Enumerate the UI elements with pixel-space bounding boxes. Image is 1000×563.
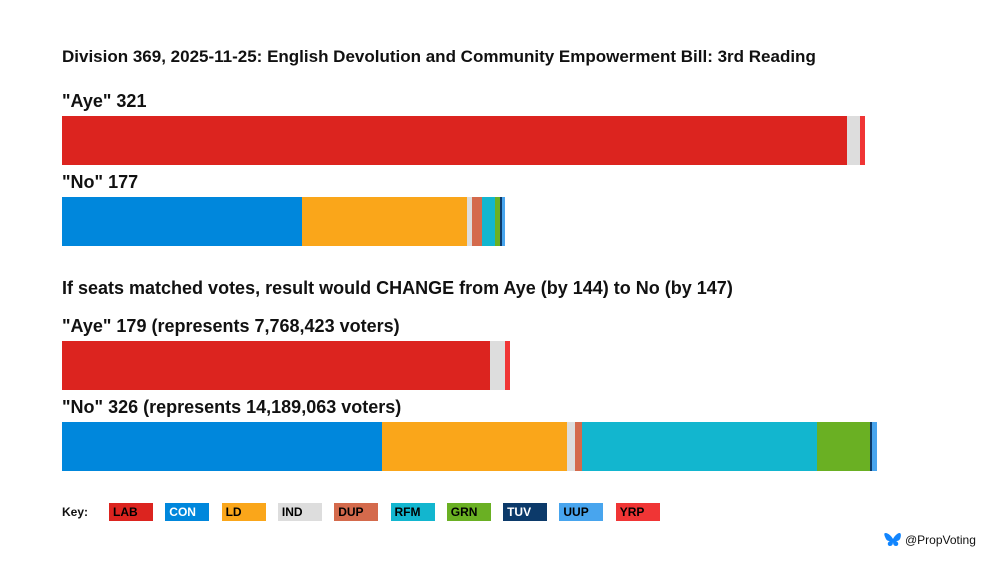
bar-label-no-proportional: "No" 326 (represents 14,189,063 voters)	[62, 397, 402, 417]
legend-item-con: CON	[165, 503, 210, 521]
key-label: Key:	[62, 505, 89, 519]
bar-segment-uup	[502, 197, 505, 246]
bar-segment-con	[62, 422, 382, 471]
legend-item-dup: DUP	[334, 503, 379, 521]
bar-segment-rfm	[482, 197, 495, 246]
legend-item-ld: LD	[221, 503, 266, 521]
credit-handle: @PropVoting	[905, 533, 976, 547]
bar-segment-ld	[382, 422, 567, 471]
bar-segment-tuv	[499, 197, 502, 246]
legend-item-grn: GRN	[446, 503, 491, 521]
bar-segment-lab	[62, 341, 490, 390]
bar-label-no-actual: "No" 177	[62, 172, 139, 192]
butterfly-icon	[884, 533, 901, 546]
bar-segment-ld	[302, 197, 467, 246]
bar-segment-ind	[567, 422, 575, 471]
legend-item-tuv: TUV	[503, 503, 548, 521]
legend-item-ind: IND	[277, 503, 322, 521]
bar-segment-con	[62, 197, 302, 246]
legend-item-uup: UUP	[559, 503, 604, 521]
legend-item-rfm: RFM	[390, 503, 435, 521]
bar-segment-tuv	[869, 422, 872, 471]
bar-segment-grn	[494, 197, 500, 246]
bar-label-aye-actual: "Aye" 321	[62, 91, 147, 111]
bar-segment-dup	[472, 197, 482, 246]
bar-segment-ind	[467, 197, 472, 246]
bar-segment-grn	[817, 422, 870, 471]
bar-segment-lab	[62, 116, 847, 165]
bar-segment-rfm	[582, 422, 817, 471]
legend-item-lab: LAB	[109, 503, 153, 521]
bar-segment-uup	[872, 422, 877, 471]
credit: @PropVoting	[884, 532, 976, 548]
bar-segment-dup	[574, 422, 582, 471]
headline: If seats matched votes, result would CHA…	[62, 278, 733, 298]
chart-title: Division 369, 2025-11-25: English Devolu…	[62, 47, 816, 66]
bar-label-aye-proportional: "Aye" 179 (represents 7,768,423 voters)	[62, 316, 400, 336]
bar-segment-yrp	[859, 116, 865, 165]
legend-item-yrp: YRP	[615, 503, 660, 521]
bar-segment-ind	[847, 116, 860, 165]
bar-segment-ind	[489, 341, 505, 390]
bar-segment-yrp	[504, 341, 510, 390]
